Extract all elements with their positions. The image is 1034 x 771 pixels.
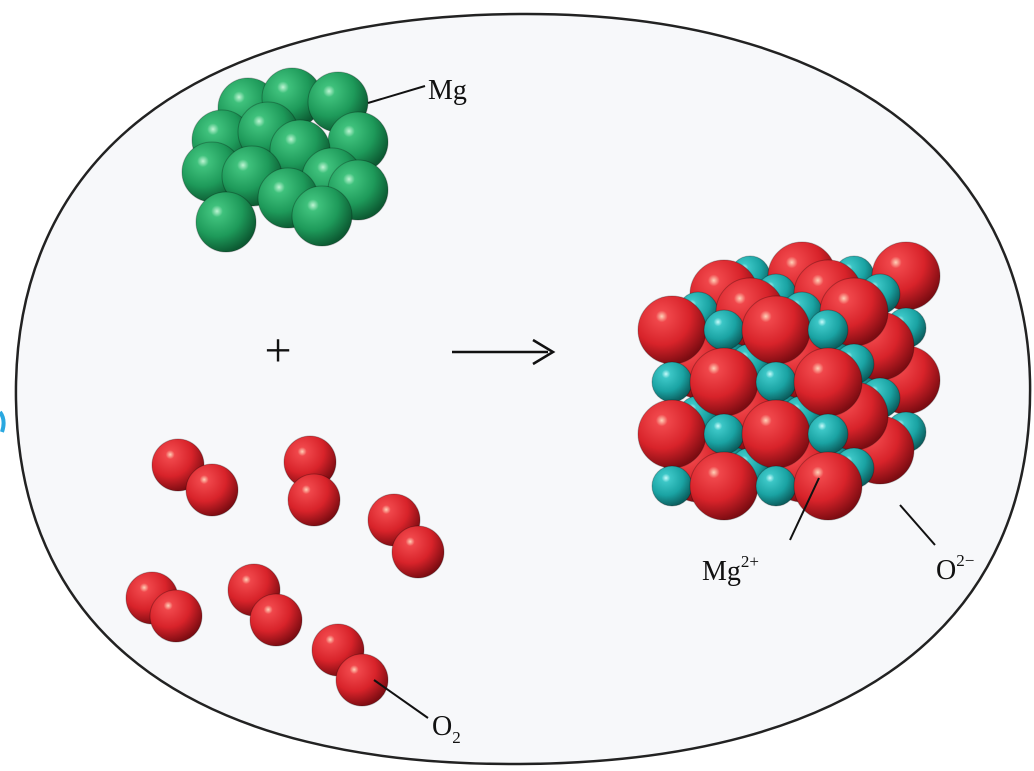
mg-ion-leader-line xyxy=(789,477,820,541)
oxide-ion xyxy=(637,399,707,469)
oxide-ion xyxy=(793,451,863,521)
oxygen-atom xyxy=(391,525,445,579)
oxide-ion-label: O2− xyxy=(936,551,974,586)
magnesium-ion xyxy=(703,413,745,455)
oxygen-molecules xyxy=(125,435,445,707)
oxygen-atom xyxy=(335,653,389,707)
oxygen-atom xyxy=(149,589,203,643)
mg-label: Mg xyxy=(428,75,467,106)
magnesium-ion xyxy=(755,465,797,507)
magnesium-ion xyxy=(651,465,693,507)
oxide-ion-leader-line xyxy=(899,504,936,546)
magnesium-ion xyxy=(651,361,693,403)
mg-atom xyxy=(291,185,353,247)
magnesium-ion xyxy=(807,413,849,455)
magnesium-oxide-lattice xyxy=(637,241,941,521)
oxygen-atom xyxy=(287,473,341,527)
mg-atom xyxy=(195,191,257,253)
mg-leader-line xyxy=(367,85,426,104)
plus-operator: + xyxy=(264,324,291,377)
oxide-ion xyxy=(741,399,811,469)
edge-mark xyxy=(0,410,6,433)
oxide-ion xyxy=(741,295,811,365)
oxide-ion xyxy=(637,295,707,365)
oxygen-atom xyxy=(185,463,239,517)
o2-label: O2 xyxy=(432,711,461,747)
oxygen-atom xyxy=(249,593,303,647)
o2-leader-line xyxy=(373,679,429,719)
magnesium-ion xyxy=(703,309,745,351)
magnesium-ion xyxy=(807,309,849,351)
reaction-arrow-icon xyxy=(452,338,556,366)
mg-ion-label: Mg2+ xyxy=(702,552,759,587)
oxide-ion xyxy=(793,347,863,417)
magnesium-cluster xyxy=(181,67,389,253)
oxide-ion xyxy=(689,347,759,417)
oxide-ion xyxy=(689,451,759,521)
magnesium-ion xyxy=(755,361,797,403)
